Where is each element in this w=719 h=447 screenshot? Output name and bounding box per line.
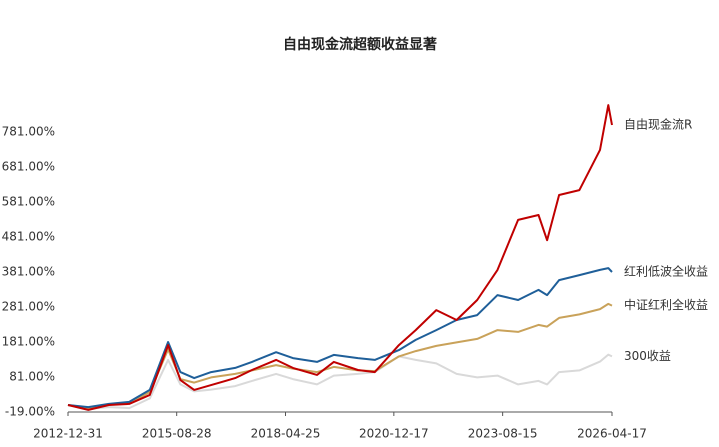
y-tick-label: 181.00%: [2, 335, 55, 349]
y-tick-label: -19.00%: [5, 405, 55, 419]
y-tick-label: 781.00%: [2, 125, 55, 139]
x-tick-label: 2026-04-17: [577, 427, 647, 441]
series-line: [67, 353, 613, 410]
x-tick-label: 2018-04-25: [251, 427, 321, 441]
series-line: [67, 267, 613, 409]
y-tick-label: 281.00%: [2, 300, 55, 314]
y-tick-label: 381.00%: [2, 265, 55, 279]
series-label: 自由现金流R: [624, 117, 692, 132]
y-tick-label: 581.00%: [2, 195, 55, 209]
chart-title: 自由现金流超额收益显著: [283, 36, 437, 53]
x-tick-label: 2023-08-15: [468, 427, 538, 441]
series-label: 300收益: [624, 349, 671, 363]
x-tick-label: 2012-12-31: [33, 427, 103, 441]
y-tick-label: 481.00%: [2, 230, 55, 244]
y-tick-label: 681.00%: [2, 160, 55, 174]
x-tick-label: 2015-08-28: [142, 427, 212, 441]
x-tick-label: 2020-12-17: [359, 427, 429, 441]
series-line: [67, 104, 613, 411]
series-label: 中证红利全收益: [624, 297, 708, 312]
series-label: 红利低波全收益: [624, 264, 708, 279]
y-tick-label: 81.00%: [9, 370, 55, 384]
